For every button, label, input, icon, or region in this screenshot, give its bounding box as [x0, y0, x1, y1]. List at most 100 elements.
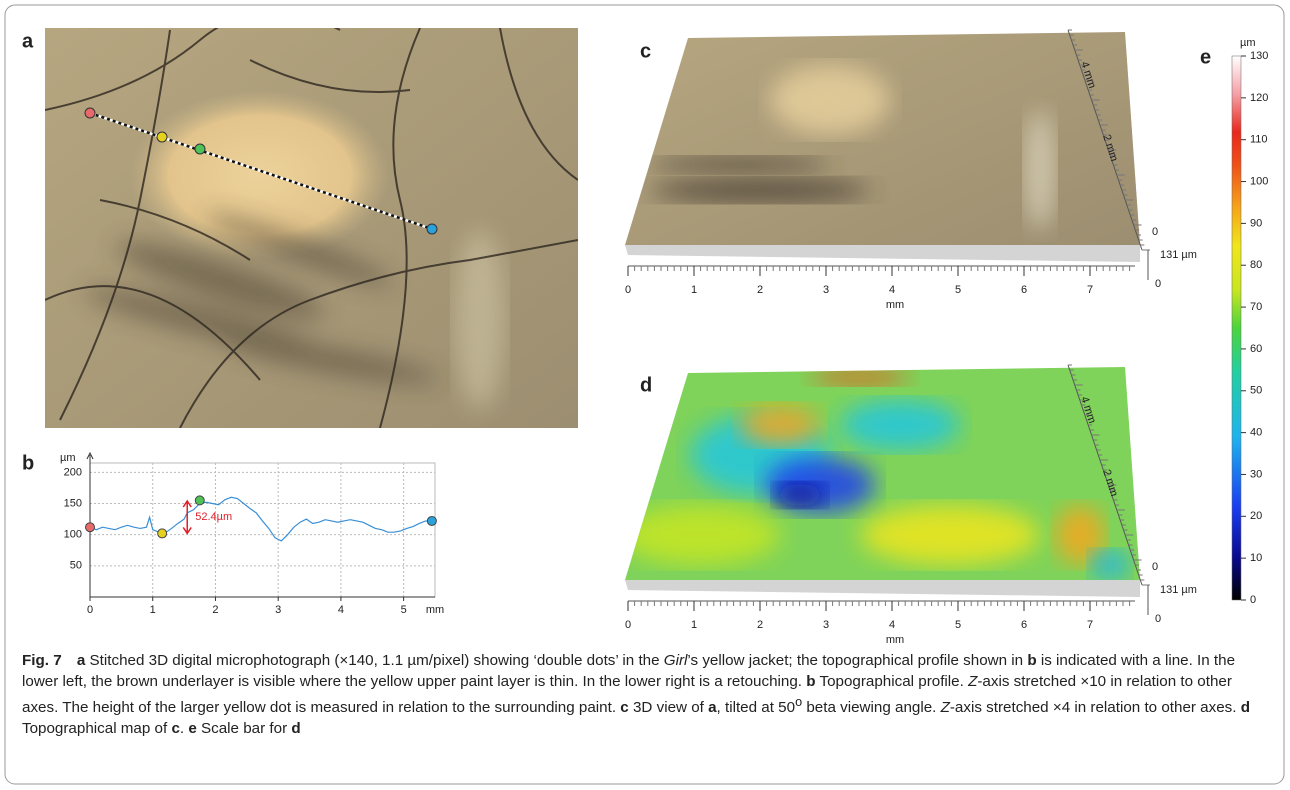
- surface-blob: [765, 457, 875, 513]
- colorbar-tick-label: 120: [1250, 92, 1268, 104]
- surface-blob: [860, 505, 1040, 565]
- caption-text: b: [1027, 652, 1036, 669]
- colorbar-tick-label: 40: [1250, 427, 1262, 439]
- caption-text: a: [708, 699, 716, 716]
- colorbar-tick-label: 0: [1250, 594, 1256, 606]
- x-tick-label: 0: [87, 604, 93, 616]
- caption-text: , tilted at 50: [717, 699, 796, 716]
- x-tick-label: 5: [955, 284, 961, 296]
- x-tick-label: 2: [757, 284, 763, 296]
- caption-text: Z: [941, 699, 950, 716]
- caption-text: Scale bar for: [197, 720, 292, 737]
- caption-text: -axis stretched ×4 in relation to other …: [950, 699, 1241, 716]
- caption-text: c: [620, 699, 628, 716]
- front-face: [625, 245, 1140, 262]
- x-tick-label: 7: [1087, 284, 1093, 296]
- colorbar-tick-label: 130: [1250, 50, 1268, 62]
- colorbar-tick-label: 80: [1250, 259, 1262, 271]
- y-tick-label: 100: [64, 529, 82, 541]
- colorbar-tick-label: 90: [1250, 217, 1262, 229]
- colorbar-tick-label: 30: [1250, 468, 1262, 480]
- caption-text: d: [291, 720, 300, 737]
- caption-text: beta viewing angle.: [802, 699, 940, 716]
- caption-text: Stitched 3D digital microphotograph (×14…: [85, 652, 663, 669]
- caption: Fig. 7 a Stitched 3D digital microphotog…: [22, 650, 1270, 739]
- photo-view: 01234567mm4 mm2 mm0131 µm0: [625, 30, 1197, 311]
- x-tick-label: 3: [275, 604, 281, 616]
- caption-text: Topographical profile.: [816, 673, 969, 690]
- caption-text: Z: [968, 673, 977, 690]
- x-axis-label: mm: [426, 604, 444, 616]
- figure: a b c d e 50100150200012345µmmm52.4µm 01…: [0, 0, 1290, 790]
- caption-text: d: [1241, 699, 1250, 716]
- photo: [45, 12, 578, 428]
- x-tick-label: 4: [889, 619, 895, 631]
- profile-marker: [158, 529, 167, 538]
- y-axis-label: µm: [60, 452, 76, 464]
- colorbar-scale: [1232, 56, 1241, 600]
- surface-blob: [770, 65, 890, 135]
- x-tick-label: 7: [1087, 619, 1093, 631]
- y-tick-label: 200: [64, 466, 82, 478]
- x-tick-label: 3: [823, 619, 829, 631]
- x-tick-label: 1: [691, 619, 697, 631]
- caption-text: b: [806, 673, 815, 690]
- depth-label: 0: [1152, 561, 1158, 573]
- caption-text: Topographical map of: [22, 720, 171, 737]
- height-label: 131 µm: [1160, 584, 1197, 596]
- surface-blob: [775, 483, 825, 507]
- colorbar-tick-label: 70: [1250, 301, 1262, 313]
- colorbar-tick-label: 10: [1250, 552, 1262, 564]
- caption-text: 3D view of: [629, 699, 708, 716]
- caption-text: e: [188, 720, 196, 737]
- x-axis-label: mm: [886, 299, 904, 311]
- caption-text: Girl: [664, 652, 688, 669]
- x-tick-label: 2: [212, 604, 218, 616]
- y-tick-label: 150: [64, 497, 82, 509]
- x-tick-label: 0: [625, 619, 631, 631]
- height-zero-label: 0: [1155, 278, 1161, 290]
- height-label: 131 µm: [1160, 249, 1197, 261]
- depth-label: 0: [1152, 226, 1158, 238]
- surface-blob: [740, 405, 820, 445]
- colorbar-tick-label: 20: [1250, 510, 1262, 522]
- surface-blob: [1025, 110, 1055, 230]
- x-axis-label: mm: [886, 634, 904, 646]
- caption-text: c: [171, 720, 179, 737]
- colorbar-tick-label: 110: [1250, 134, 1268, 146]
- surface-blob: [650, 178, 870, 202]
- x-tick-label: 6: [1021, 619, 1027, 631]
- panel-label: a: [22, 30, 34, 52]
- panel-label: c: [640, 40, 651, 62]
- surface-blob: [840, 400, 960, 450]
- x-tick-label: 6: [1021, 284, 1027, 296]
- colorbar-tick-label: 100: [1250, 175, 1268, 187]
- colorbar: µm 0 10 20 30 40 50 60 70 80 90 100 110 120 130: [1232, 37, 1268, 606]
- panel-label: b: [22, 452, 34, 474]
- surface-blob: [810, 369, 910, 385]
- x-tick-label: 3: [823, 284, 829, 296]
- colorbar-unit: µm: [1240, 37, 1256, 49]
- profile-line: [90, 497, 432, 541]
- x-tick-label: 1: [691, 284, 697, 296]
- caption-text: ’s yellow jacket; the topographical prof…: [687, 652, 1027, 669]
- height-zero-label: 0: [1155, 613, 1161, 625]
- colorbar-tick-label: 50: [1250, 385, 1262, 397]
- front-face: [625, 580, 1140, 597]
- panel-label: d: [640, 374, 652, 396]
- x-tick-label: 1: [150, 604, 156, 616]
- profile-marker: [427, 516, 436, 525]
- annotation: 52.4µm: [195, 511, 232, 523]
- caption-text: Fig. 7: [22, 652, 62, 669]
- surface-blob: [650, 157, 830, 173]
- x-tick-label: 0: [625, 284, 631, 296]
- colorbar-tick-label: 60: [1250, 343, 1262, 355]
- x-tick-label: 5: [401, 604, 407, 616]
- x-tick-label: 5: [955, 619, 961, 631]
- x-tick-label: 2: [757, 619, 763, 631]
- panel-label: e: [1200, 46, 1211, 68]
- surface: [625, 32, 1140, 245]
- surface-blob: [620, 505, 780, 565]
